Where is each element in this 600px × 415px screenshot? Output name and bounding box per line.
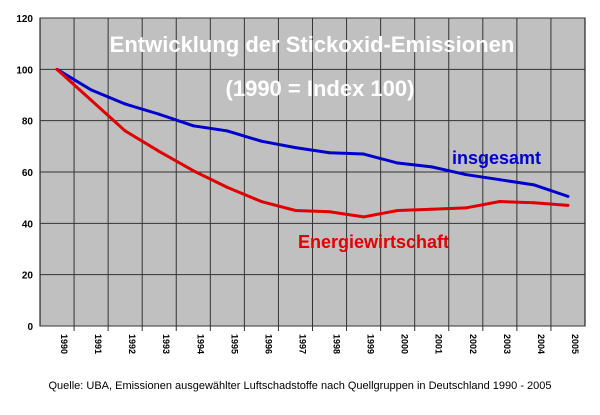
data-point xyxy=(55,67,59,71)
data-point xyxy=(498,200,502,204)
source-note: Quelle: UBA, Emissionen ausgewählter Luf… xyxy=(48,380,552,392)
x-tick-label: 2000 xyxy=(400,334,410,354)
x-tick-label: 2004 xyxy=(536,334,546,354)
data-point xyxy=(532,183,536,187)
x-tick-label: 2005 xyxy=(570,334,580,354)
data-point xyxy=(259,200,263,204)
data-point xyxy=(89,88,93,92)
x-tick-label: 1991 xyxy=(93,334,103,354)
label-energiewirtschaft: Energiewirtschaft xyxy=(298,232,449,252)
x-tick-label: 1999 xyxy=(366,334,376,354)
data-point xyxy=(191,124,195,128)
label-insgesamt: insgesamt xyxy=(452,148,541,168)
x-tick-label: 2003 xyxy=(502,334,512,354)
series-line-energiewirtschaft xyxy=(56,68,569,219)
data-point xyxy=(464,206,468,210)
data-point xyxy=(123,102,127,106)
data-point xyxy=(566,194,570,198)
data-point xyxy=(225,129,229,133)
y-tick-label: 20 xyxy=(22,271,34,282)
data-point xyxy=(225,185,229,189)
y-tick-label: 100 xyxy=(16,65,33,76)
data-point xyxy=(328,210,332,214)
data-point xyxy=(362,215,366,219)
data-point xyxy=(157,112,161,116)
y-tick-label: 80 xyxy=(22,117,34,128)
data-point xyxy=(430,165,434,169)
data-point xyxy=(123,129,127,133)
x-tick-label: 1993 xyxy=(161,334,171,354)
data-point xyxy=(396,161,400,165)
data-point xyxy=(259,139,263,143)
data-point xyxy=(191,169,195,173)
chart-subtitle: (1990 = Index 100) xyxy=(226,76,415,101)
data-point xyxy=(293,209,297,212)
x-tick-label: 1995 xyxy=(229,334,239,354)
x-tick-label: 1992 xyxy=(127,334,137,354)
data-point xyxy=(464,173,468,177)
data-point xyxy=(532,201,536,205)
x-tick-label: 1996 xyxy=(263,334,273,354)
y-tick-label: 60 xyxy=(22,168,34,179)
data-point xyxy=(157,149,161,153)
y-tick-label: 40 xyxy=(22,219,34,230)
x-tick-label: 2001 xyxy=(434,334,444,354)
data-point xyxy=(328,151,332,155)
data-point xyxy=(498,178,502,182)
chart-title: Entwicklung der Stickoxid-Emissionen xyxy=(110,32,515,57)
data-point xyxy=(89,98,93,102)
x-tick-label: 1998 xyxy=(332,334,342,354)
data-point xyxy=(566,203,570,207)
y-tick-label: 0 xyxy=(27,322,33,333)
data-point xyxy=(362,152,366,156)
series-line-insgesamt xyxy=(56,68,569,198)
x-tick-label: 1997 xyxy=(297,334,307,354)
data-point xyxy=(396,209,400,212)
x-tick-label: 1990 xyxy=(59,334,69,354)
x-tick-label: 2002 xyxy=(468,334,478,354)
x-tick-label: 1994 xyxy=(195,334,205,354)
data-point xyxy=(430,207,434,211)
y-tick-label: 120 xyxy=(16,14,33,25)
data-point xyxy=(293,146,297,150)
